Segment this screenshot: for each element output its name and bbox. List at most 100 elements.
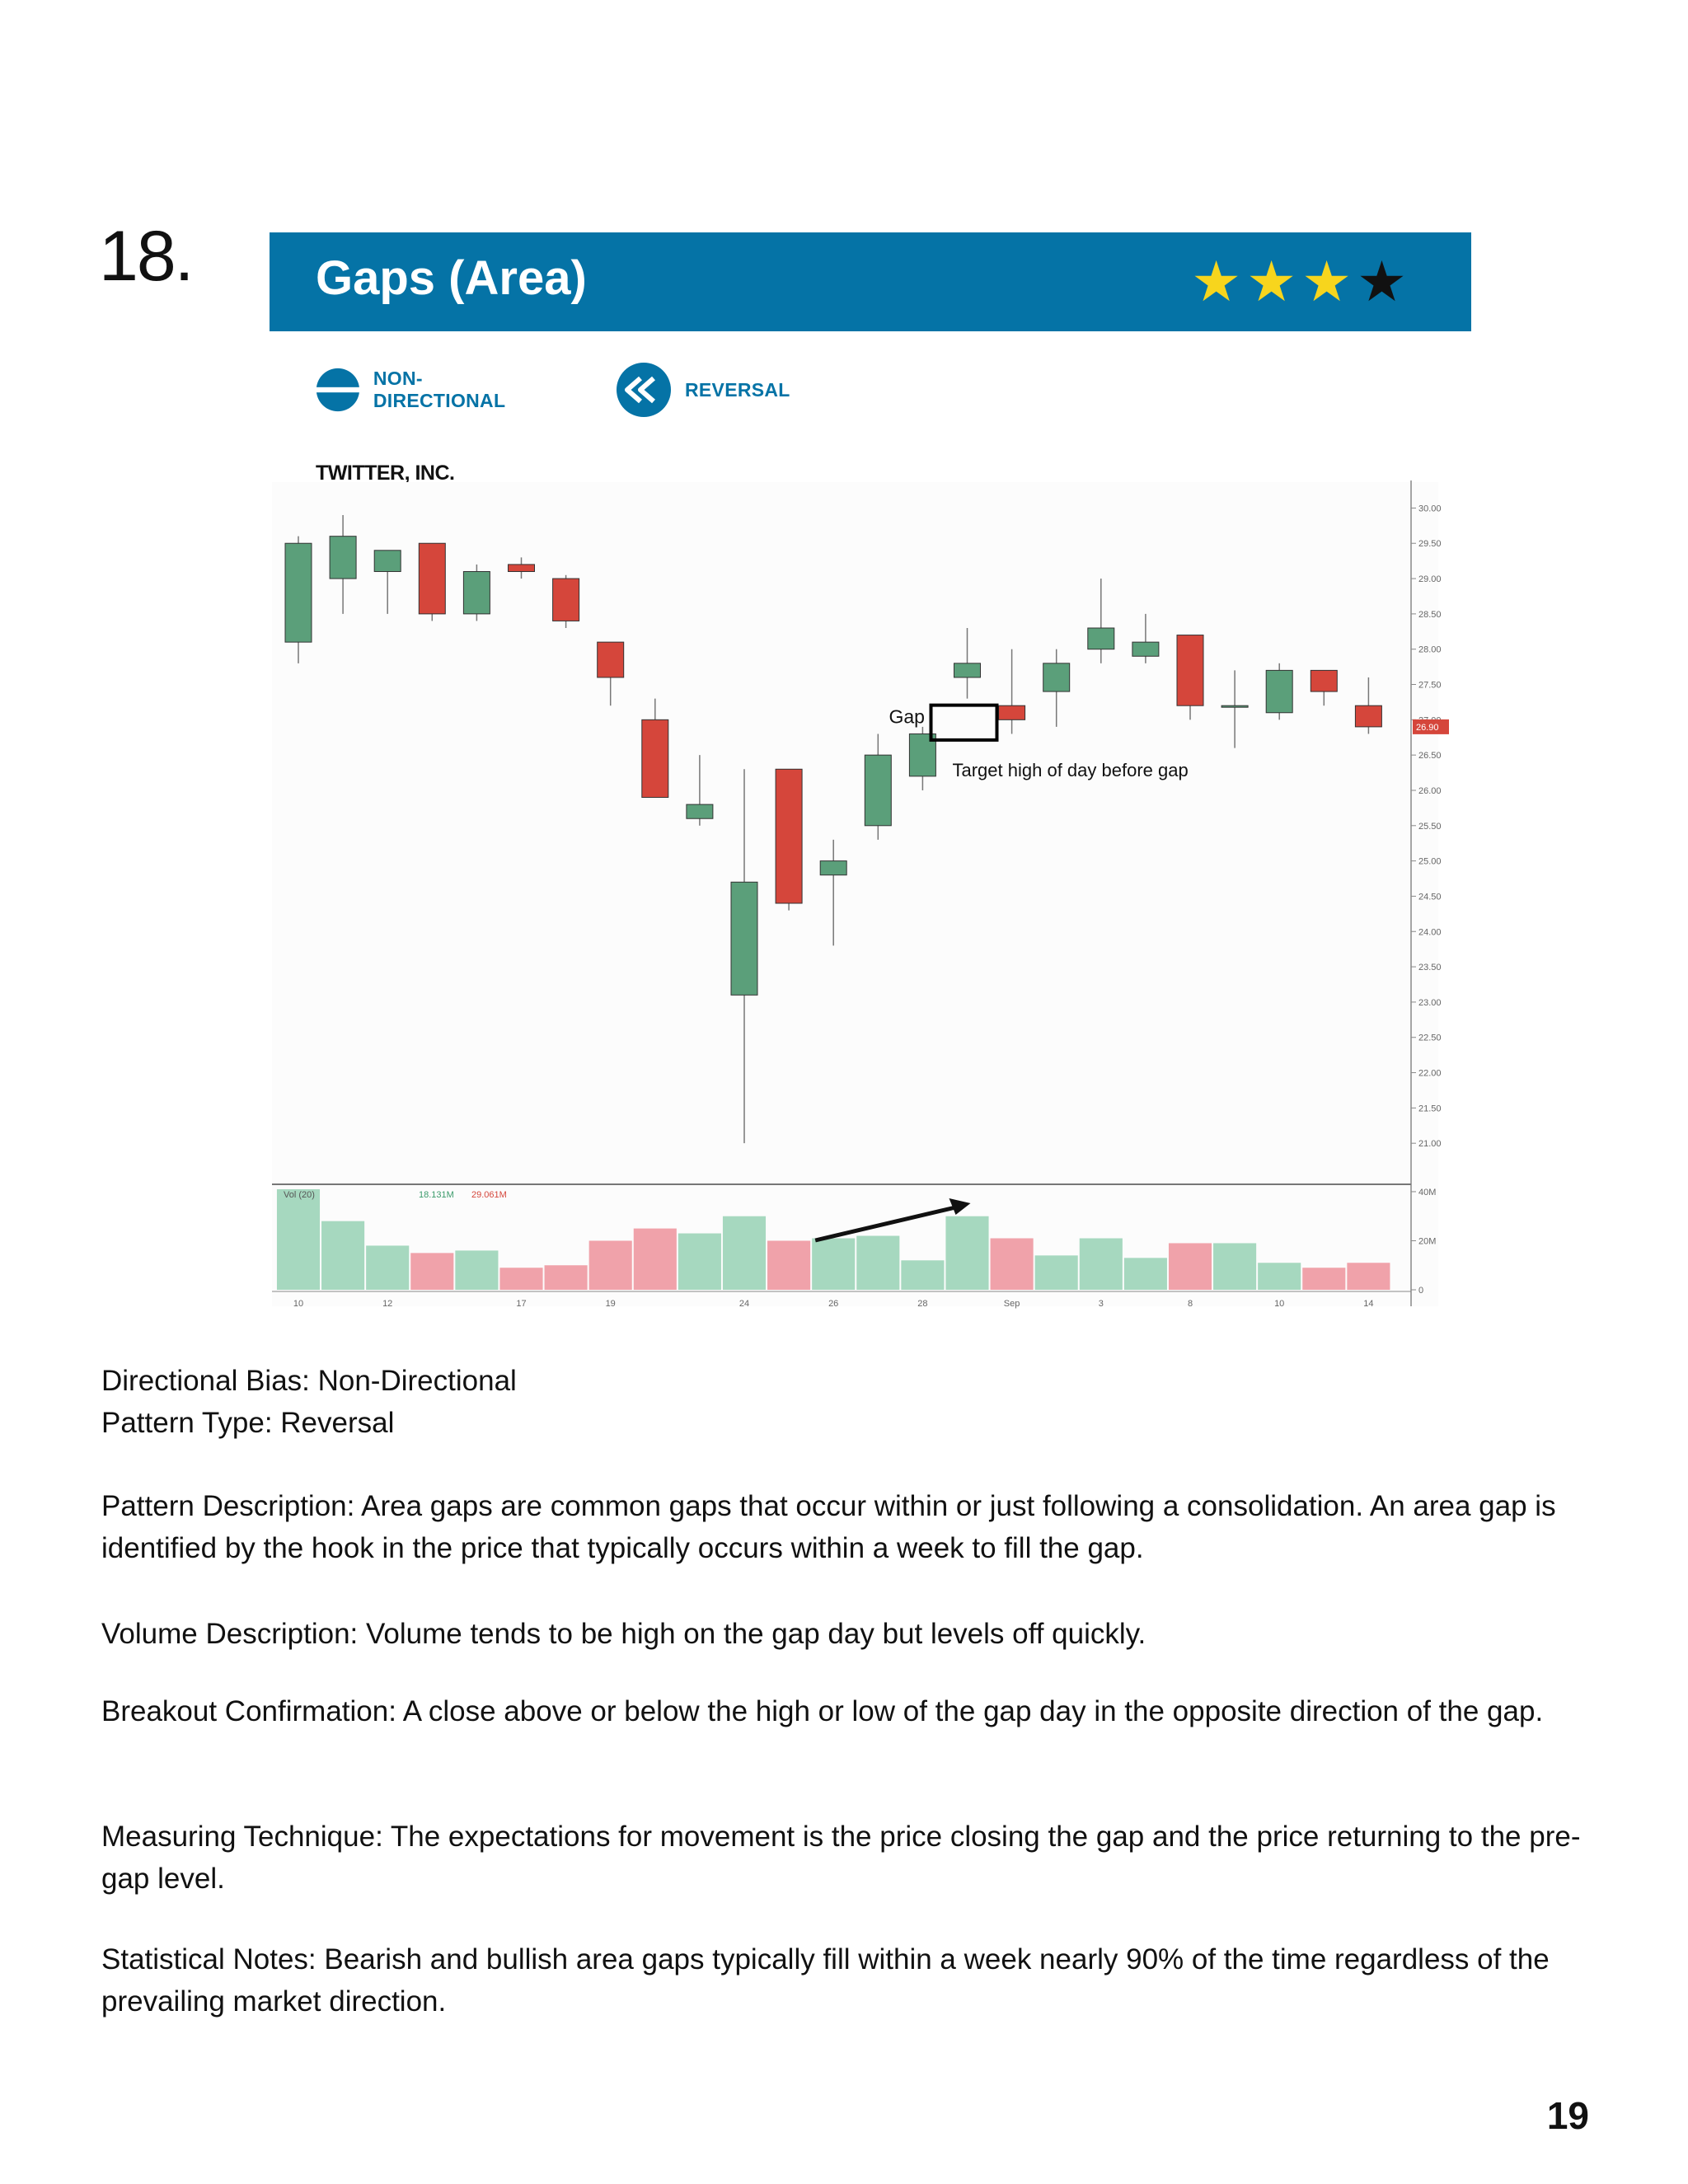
price-chart: TWITTER, INC. 30.00 29.50 29.00 28.50 28.00 2… (272, 462, 1451, 1319)
last-price-label: 26.90 (1416, 723, 1439, 733)
volume-title: Vol (20) (284, 1190, 315, 1200)
page-number: 19 (1546, 2094, 1589, 2137)
candle-body (1132, 641, 1160, 657)
star-icon: ★ (1301, 251, 1353, 313)
price-tick-label: 27.50 (1418, 681, 1442, 691)
volume-bar (499, 1268, 543, 1290)
volume-description-text: Volume Description: Volume tends to be h… (101, 1618, 1146, 1650)
volume-bar (1034, 1255, 1078, 1290)
time-tick-label: 26 (828, 1299, 838, 1309)
reversal-label: REVERSAL (685, 378, 790, 401)
price-tick-label: 24.50 (1418, 892, 1442, 902)
volume-tick-label: 20M (1418, 1236, 1436, 1246)
volume-bar (945, 1216, 989, 1290)
reversal-badge: REVERSAL (616, 361, 790, 419)
volume-bar (366, 1245, 410, 1290)
volume-bar (1123, 1258, 1167, 1290)
star-rating: ★ ★ ★ ★ (1191, 251, 1407, 313)
pattern-title: Gaps (Area) (316, 251, 587, 305)
price-tick-label: 24.00 (1418, 927, 1442, 937)
pattern-type-text: Pattern Type: Reversal (101, 1407, 395, 1439)
time-tick-label: 10 (1274, 1299, 1284, 1309)
candle-body (597, 641, 625, 678)
candle-body (552, 578, 580, 621)
last-price-marker (1413, 719, 1449, 734)
candle-body (284, 542, 312, 643)
time-tick-label: 10 (293, 1299, 303, 1309)
volume-bar (276, 1188, 321, 1290)
time-tick-label: 24 (739, 1299, 749, 1309)
volume-bar (1347, 1263, 1390, 1290)
price-tick-label: 25.00 (1418, 857, 1442, 867)
candle-body (418, 542, 446, 615)
time-tick-label: 19 (606, 1299, 616, 1309)
candle-body (373, 550, 401, 572)
volume-bar (321, 1221, 365, 1290)
price-tick-label: 21.50 (1418, 1104, 1442, 1113)
volume-bar (633, 1228, 677, 1290)
price-tick-label: 23.00 (1418, 998, 1442, 1008)
candle-body (508, 564, 535, 572)
gap-label: Gap (889, 706, 925, 728)
candle-body (864, 754, 892, 827)
non-directional-badge: NON-DIRECTIONAL (316, 361, 517, 419)
volume-bar (767, 1240, 811, 1290)
volume-bar (812, 1238, 856, 1290)
chart-title: TWITTER, INC. (316, 462, 455, 485)
candle-body (1043, 663, 1071, 692)
time-tick-label: Sep (1004, 1299, 1020, 1309)
candlestick-chart-svg: 30.0029.5029.0028.5028.0027.5027.0026.50… (272, 480, 1449, 1309)
measuring-technique-text: Measuring Technique: The expectations fo… (101, 1821, 1581, 1895)
directional-bias-text: Directional Bias: Non-Directional (101, 1365, 517, 1397)
plot-background (272, 482, 1438, 1306)
candle-body (1221, 705, 1249, 708)
candle-body (1087, 627, 1115, 650)
candle-body (686, 804, 714, 819)
time-tick-label: 14 (1363, 1299, 1373, 1309)
volume-bar (410, 1253, 454, 1290)
volume-bar (588, 1240, 632, 1290)
section-number: 18. (99, 217, 195, 296)
gap-box (929, 703, 999, 742)
volume-tick-label: 40M (1418, 1188, 1436, 1197)
non-directional-icon (316, 368, 360, 412)
breakout-confirmation-text: Breakout Confirmation: A close above or … (101, 1695, 1544, 1727)
volume-bar (856, 1235, 900, 1290)
price-tick-label: 26.00 (1418, 786, 1442, 796)
price-tick-label: 22.50 (1418, 1033, 1442, 1043)
candle-body (1354, 705, 1382, 728)
price-tick-label: 21.00 (1418, 1139, 1442, 1149)
candle-body (1176, 635, 1204, 706)
volume-bar (544, 1265, 588, 1290)
star-icon: ★ (1357, 251, 1407, 313)
price-tick-label: 29.00 (1418, 574, 1442, 584)
volume-bar (678, 1233, 721, 1290)
candle-body (819, 860, 847, 876)
non-directional-label: NON-DIRECTIONAL (373, 368, 506, 411)
target-label: Target high of day before gap (953, 760, 1189, 780)
candle-body (1310, 669, 1338, 692)
price-tick-label: 22.00 (1418, 1069, 1442, 1079)
volume-bar (1168, 1243, 1212, 1290)
time-tick-label: 12 (382, 1299, 392, 1309)
volume-value-red: 29.061M (471, 1190, 507, 1200)
volume-bar (455, 1250, 499, 1290)
reversal-icon (617, 363, 671, 417)
volume-bar (1258, 1263, 1301, 1290)
candle-body (641, 719, 669, 799)
price-tick-label: 29.50 (1418, 539, 1442, 549)
star-icon: ★ (1191, 251, 1242, 313)
statistical-notes-text: Statistical Notes: Bearish and bullish a… (101, 1943, 1550, 2018)
volume-tick-label: 0 (1418, 1286, 1423, 1296)
candle-body (998, 705, 1026, 720)
volume-bar (1302, 1268, 1346, 1290)
candle-body (954, 663, 981, 678)
candle-body (329, 536, 357, 579)
volume-bar (901, 1260, 945, 1290)
pattern-description-text: Pattern Description: Area gaps are commo… (101, 1490, 1556, 1564)
candle-body (775, 768, 803, 904)
volume-bar (990, 1238, 1034, 1290)
volume-arrow-line (814, 1204, 960, 1243)
candle-body (730, 881, 758, 996)
price-tick-label: 28.50 (1418, 610, 1442, 620)
